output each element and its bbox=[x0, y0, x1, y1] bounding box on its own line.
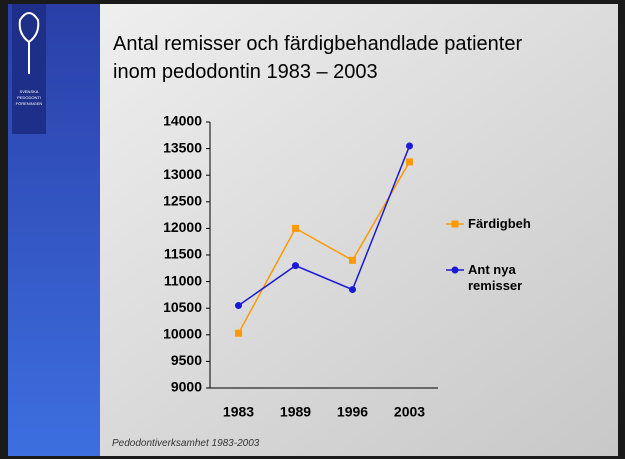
footer: Pedodontiverksamhet 1983-2003 bbox=[112, 438, 259, 449]
y-tick-label: 10500 bbox=[163, 299, 202, 315]
y-tick-label: 11000 bbox=[164, 272, 202, 288]
legend-label: Färdigbeh bbox=[468, 216, 548, 232]
logo-text: FÖRENINGEN bbox=[16, 101, 43, 106]
logo-text: PEDODONTI bbox=[17, 95, 41, 100]
y-tick-label: 10000 bbox=[163, 326, 202, 342]
point bbox=[292, 225, 299, 232]
slide: SVENSKA PEDODONTI FÖRENINGEN 9000 9500 100… bbox=[0, 0, 625, 459]
y-tick-label: 11500 bbox=[164, 246, 202, 262]
y-tick-label: 13000 bbox=[163, 166, 202, 182]
y-tick-label: 13500 bbox=[163, 139, 202, 155]
x-tick-label: 2003 bbox=[394, 404, 425, 420]
point bbox=[292, 262, 299, 269]
point bbox=[406, 158, 413, 165]
chart-title: Antal remisser och färdigbehandlade pati… bbox=[113, 30, 563, 86]
y-tick-label: 12500 bbox=[163, 193, 202, 209]
y-tick-label: 9000 bbox=[171, 379, 202, 395]
x-tick-label: 1989 bbox=[280, 404, 311, 420]
legend-label: Ant nya remisser bbox=[468, 262, 548, 294]
point bbox=[349, 286, 356, 293]
y-tick-label: 9500 bbox=[171, 352, 202, 368]
logo-text: SVENSKA bbox=[20, 89, 39, 94]
legend-marker bbox=[452, 221, 459, 228]
y-tick-label: 12000 bbox=[163, 219, 202, 235]
x-tick-label: 1996 bbox=[337, 404, 368, 420]
point bbox=[349, 257, 356, 264]
point bbox=[235, 330, 242, 337]
y-tick-label: 14000 bbox=[163, 113, 202, 129]
x-tick-label: 1983 bbox=[223, 404, 254, 420]
point bbox=[406, 142, 413, 149]
point bbox=[235, 302, 242, 309]
legend-marker bbox=[452, 267, 459, 274]
